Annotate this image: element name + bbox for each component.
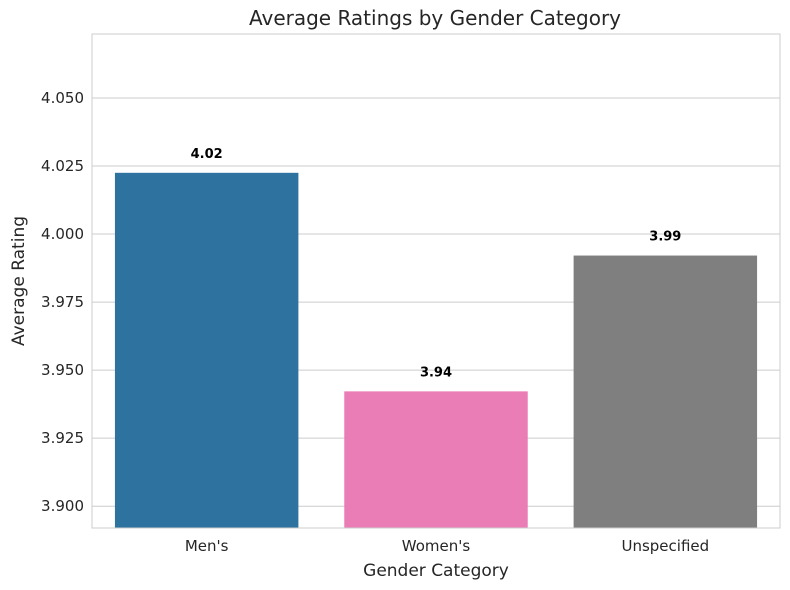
x-tick-labels: Men's Women's Unspecified: [185, 537, 709, 555]
y-tick-label: 4.050: [41, 89, 84, 107]
y-tick-label: 3.975: [41, 293, 84, 311]
y-tick-labels: 3.900 3.925 3.950 3.975 4.000 4.025 4.050: [41, 89, 84, 515]
bars: [114, 172, 758, 528]
chart-title: Average Ratings by Gender Category: [249, 6, 621, 30]
bar: [114, 172, 299, 528]
y-axis-label: Average Rating: [9, 216, 29, 346]
x-axis-label: Gender Category: [363, 561, 509, 581]
y-tick-label: 4.000: [41, 225, 84, 243]
y-tick-label: 3.950: [41, 361, 84, 379]
x-tick-label: Men's: [185, 537, 229, 555]
bar: [573, 255, 758, 528]
bar-value-label: 3.99: [649, 230, 681, 245]
x-tick-label: Unspecified: [621, 537, 709, 555]
bar: [344, 391, 528, 528]
value-labels: 4.02 3.94 3.99: [191, 147, 682, 381]
y-tick-label: 3.900: [41, 497, 84, 515]
bar-value-label: 3.94: [420, 365, 452, 380]
y-tick-label: 3.925: [41, 429, 84, 447]
plot-frame: [91, 33, 781, 529]
x-tick-label: Women's: [402, 537, 471, 555]
y-tick-label: 4.025: [41, 157, 84, 175]
bar-value-label: 4.02: [191, 147, 223, 162]
